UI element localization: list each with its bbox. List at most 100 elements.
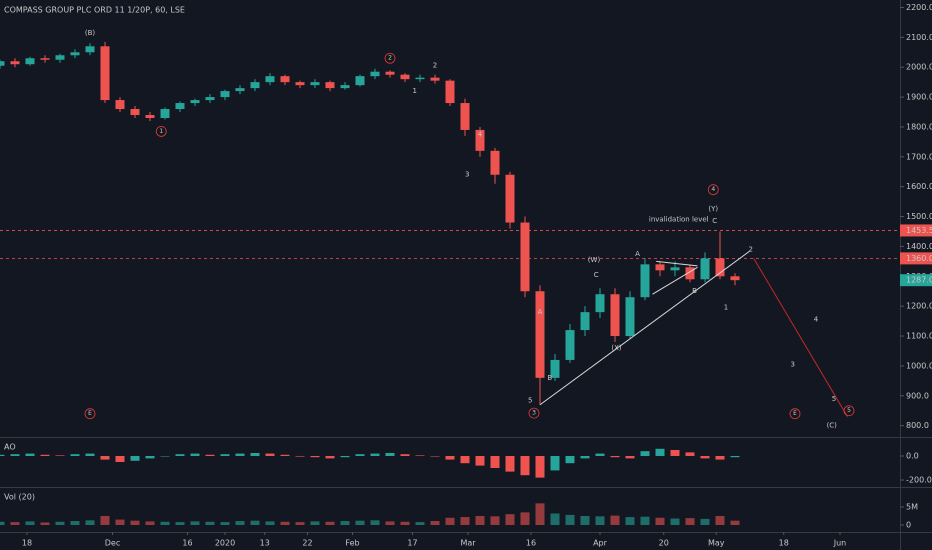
ao-bar [280, 454, 290, 456]
price-level-label: 1453.5 [906, 226, 932, 235]
wave-label: (Y) [708, 205, 718, 213]
ao-bar [490, 455, 500, 469]
candle-body [175, 103, 185, 110]
ao-bar [565, 455, 575, 464]
wave-label: (C) [827, 422, 838, 430]
wave-label: E [88, 410, 92, 417]
wave-circle [155, 126, 167, 137]
volume-bar [640, 516, 650, 525]
volume-bar [400, 521, 410, 525]
candle-body [625, 297, 635, 337]
candle-body [415, 77, 425, 80]
volume-pane-label: Vol (20) [4, 493, 35, 502]
candle-body [115, 100, 125, 110]
last-price-label: 1287.0 [906, 276, 932, 285]
wave-circle [789, 408, 801, 420]
trend-line [753, 258, 848, 417]
volume-bar [40, 522, 50, 525]
volume-bar [145, 521, 155, 525]
wave-label: 4 [711, 186, 715, 193]
volume-bar [0, 521, 5, 525]
x-tick-label: 2020 [215, 539, 235, 548]
candle-body [400, 74, 410, 80]
ao-bar [70, 454, 80, 456]
wave-circle [528, 407, 540, 419]
y-tick-label: 1400.0 [906, 242, 932, 251]
ao-bar [100, 455, 110, 460]
ao-bar [730, 455, 740, 458]
wave-label: E [793, 410, 797, 417]
ao-bar [85, 453, 95, 456]
wave-circle [843, 405, 855, 417]
wave-circle [84, 408, 96, 420]
ao-bar [580, 455, 590, 459]
x-tick-label: 16 [526, 539, 536, 548]
ao-pane-label: AO [4, 443, 16, 452]
volume-bar [235, 521, 245, 525]
ao-bar [460, 455, 470, 464]
ao-bar [430, 455, 440, 457]
volume-bar [490, 516, 500, 525]
y-tick-label: 0 [906, 521, 911, 530]
candle-body [10, 61, 20, 65]
x-tick-label: May [708, 539, 725, 548]
y-tick-label: 2000.0 [906, 63, 932, 72]
candle-body [565, 330, 575, 360]
wave-label: 5 [528, 396, 532, 404]
y-tick-label: 1100.0 [906, 332, 932, 341]
last-price-box [900, 274, 932, 287]
x-tick-label: Feb [345, 539, 359, 548]
volume-bar [340, 521, 350, 525]
x-tick-label: 17 [407, 539, 417, 548]
candle-body [340, 85, 350, 89]
volume-bar [85, 520, 95, 525]
candle-body [265, 76, 275, 83]
price-level-box [900, 252, 932, 265]
ao-bar [190, 453, 200, 456]
volume-bar [475, 515, 485, 525]
y-tick-label: 1700.0 [906, 152, 932, 161]
candle-body [445, 80, 455, 104]
ao-bar [40, 454, 50, 456]
volume-bar [670, 518, 680, 525]
ao-bar [400, 454, 410, 456]
volume-bar [100, 515, 110, 525]
price-level-label: 1360.0 [906, 254, 932, 263]
candle-body [505, 174, 515, 223]
volume-bar [625, 517, 635, 525]
ao-bar [550, 455, 560, 471]
candle-body [670, 267, 680, 271]
candle-body [475, 129, 485, 151]
x-tick-label: Mar [460, 539, 476, 548]
wave-label: 2 [749, 245, 753, 253]
volume-bar [220, 522, 230, 525]
candle-body [70, 52, 80, 56]
candle-body [280, 76, 290, 83]
ao-bar [0, 454, 5, 456]
candle-body [535, 291, 545, 378]
ao-bar [415, 455, 425, 456]
wave-label: 5 [847, 407, 851, 414]
ao-bar [55, 455, 65, 456]
candle-body [730, 276, 740, 281]
volume-bar [55, 521, 65, 525]
wave-label: 2 [433, 62, 437, 70]
candle-body [490, 150, 500, 175]
candle-body [610, 294, 620, 337]
y-tick-label: -200.0 [906, 476, 932, 485]
y-tick-label: 1800.0 [906, 122, 932, 131]
wave-label: 4 [478, 130, 483, 138]
wave-label: 3 [532, 410, 536, 417]
ao-bar [175, 454, 185, 456]
trend-line [656, 260, 698, 267]
ao-bar [265, 453, 275, 456]
candle-body [355, 76, 365, 86]
y-tick-label: 1900.0 [906, 93, 932, 102]
candle-body [40, 58, 50, 60]
ao-bar [115, 455, 125, 462]
wave-label: invalidation level [649, 216, 709, 224]
x-tick-label: 18 [779, 539, 789, 548]
volume-bar [415, 522, 425, 525]
candle-body [550, 359, 560, 378]
